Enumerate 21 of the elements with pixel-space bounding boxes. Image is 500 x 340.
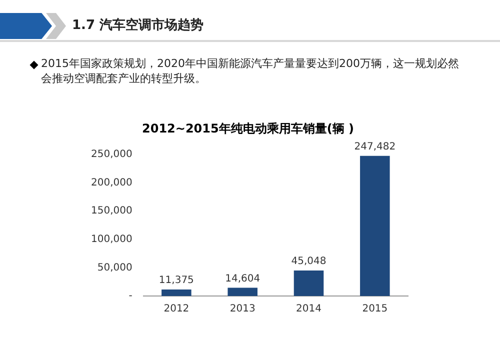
bar [228,288,258,296]
y-tick-label: 100,000 [90,234,132,245]
y-tick-label: 150,000 [90,206,132,217]
data-label: 247,482 [354,141,396,152]
y-tick-label: 200,000 [90,177,132,188]
x-tick-label: 2014 [296,304,322,315]
chart-title: 2012~2015年纯电动乘用车销量(辆 ) [142,121,354,136]
y-tick-label: - [128,290,133,302]
bar [360,156,390,296]
x-tick-label: 2015 [362,304,388,315]
text: 1.7 汽车空调市场趋势 [72,16,204,34]
text: 2015年国家政策规划，2020年中国新能源汽车产量量要达到200万辆，这一规划必然会推动空调配套产业的转型升级。 [41,56,460,86]
x-tick-label: 2013 [230,304,256,315]
data-label: 45,048 [291,256,326,268]
x-tick-label: 2012 [164,304,190,315]
y-tick-label: 250,000 [90,148,132,160]
bar [294,270,324,296]
y-tick-label: 50,000 [97,262,132,274]
data-label: 11,375 [158,275,194,286]
bar [162,290,192,296]
data-label: 14,604 [225,273,260,284]
